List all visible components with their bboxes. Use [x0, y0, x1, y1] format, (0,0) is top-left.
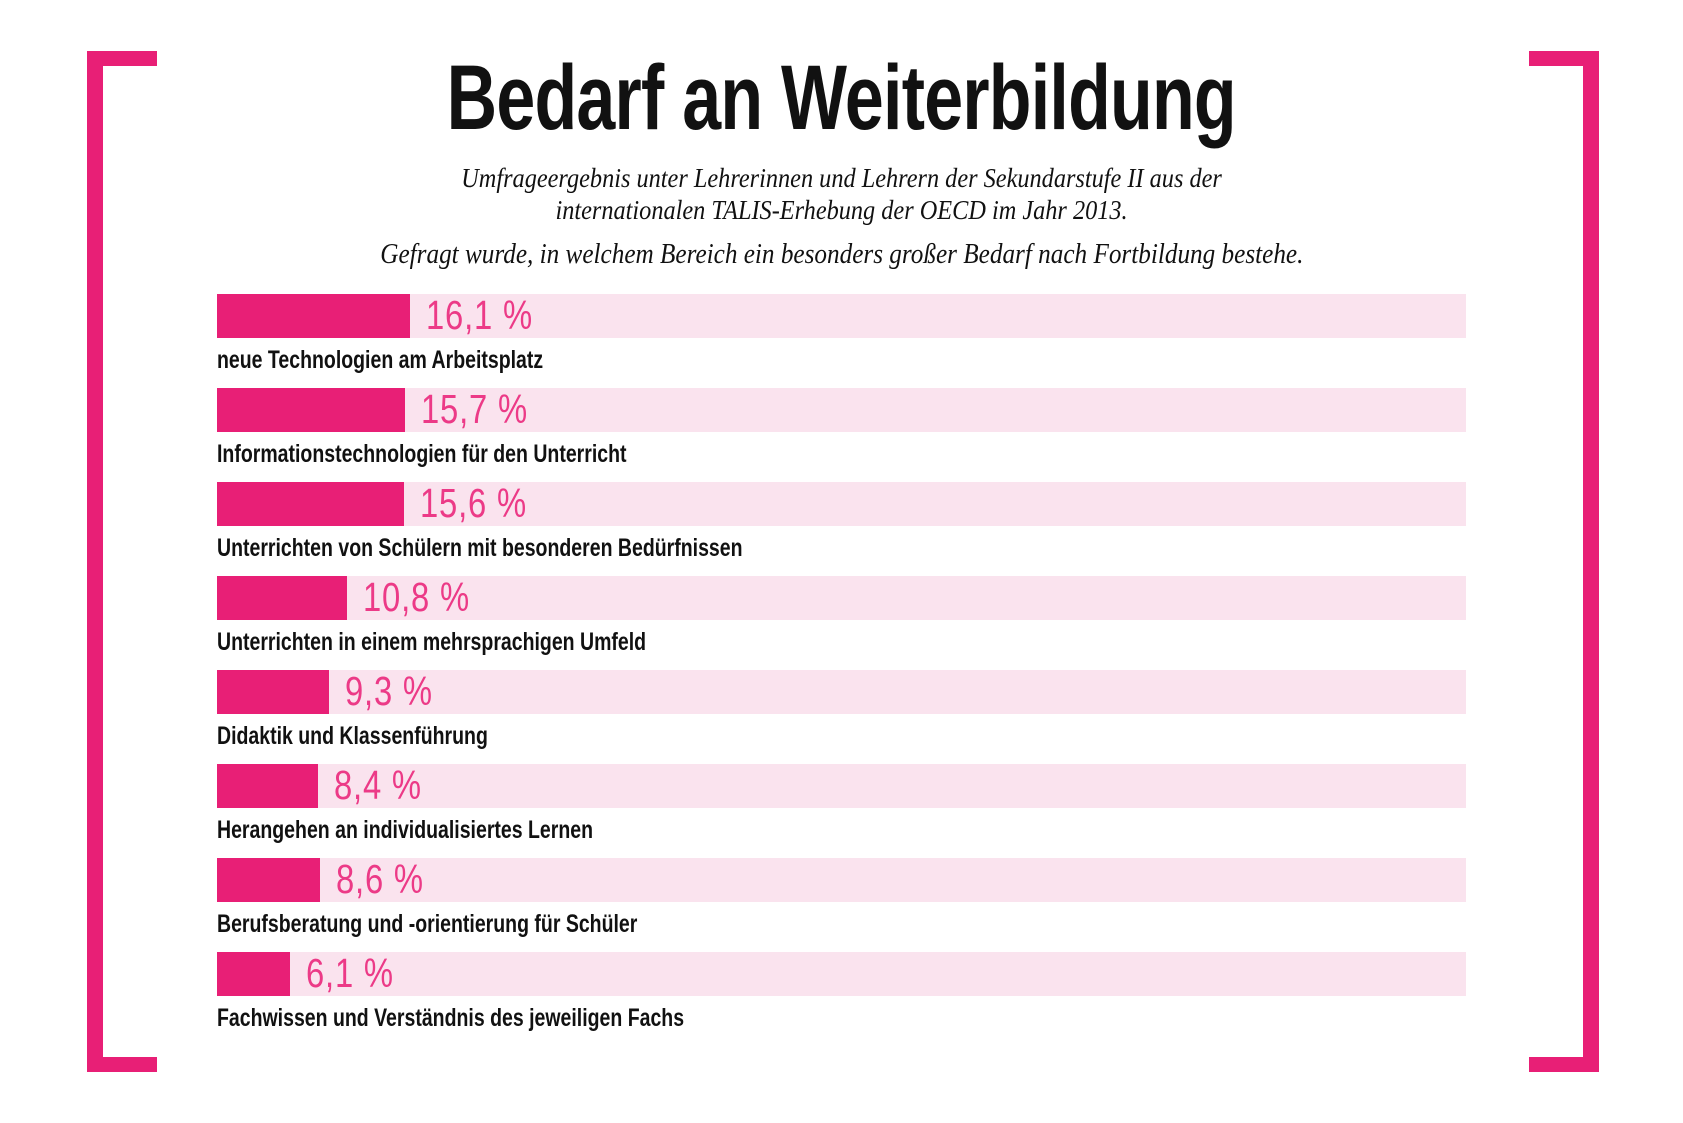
bar-category-label: Fachwissen und Verständnis des jeweilige… [217, 1003, 685, 1032]
bar-value-label: 8,6 % [336, 856, 424, 903]
subtitle-line-2: internationalen TALIS-Erhebung der OECD … [555, 194, 1128, 225]
bar-category-label: neue Technologien am Arbeitsplatz [217, 345, 544, 374]
page-title: Bedarf an Weiterbildung [446, 47, 1237, 149]
chart-row: 8,6 % Berufsberatung und -orientierung fü… [217, 856, 1466, 938]
bar-category-label: Berufsberatung und -orientierung für Sch… [217, 909, 638, 938]
bar-track: 10,8 % [217, 574, 1466, 621]
survey-question-text: Gefragt wurde, in welchem Bereich ein be… [379, 238, 1304, 270]
bar-category-label: Unterrichten von Schülern mit besonderen… [217, 533, 743, 562]
bar-category-label: Herangehen an individualisiertes Lernen [217, 815, 594, 844]
bar-track: 9,3 % [217, 668, 1466, 715]
bar-category-label: Informationstechnologien für den Unterri… [217, 439, 627, 468]
subtitle-line-1: Umfrageergebnis unter Lehrerinnen und Le… [461, 162, 1222, 193]
bar-fill [217, 763, 318, 808]
corner-bracket-right [1529, 51, 1599, 1072]
bar-value-label: 16,1 % [426, 292, 533, 339]
chart-row: 15,7 % Informationstechnologien für den U… [217, 386, 1466, 468]
header: Bedarf an Weiterbildung Umfrageergebnis … [0, 0, 1683, 271]
bar-fill [217, 293, 410, 338]
bar-track: 6,1 % [217, 950, 1466, 997]
bar-track: 16,1 % [217, 292, 1466, 339]
bar-track: 15,6 % [217, 480, 1466, 527]
chart-row: 9,3 % Didaktik und Klassenführung [217, 668, 1466, 750]
bar-value-label: 15,7 % [421, 386, 528, 433]
bar-fill [217, 857, 320, 902]
bar-value-label: 15,6 % [420, 480, 527, 527]
chart-row: 8,4 % Herangehen an individualisiertes Le… [217, 762, 1466, 844]
bar-value-label: 9,3 % [345, 668, 433, 715]
subtitle: Umfrageergebnis unter Lehrerinnen und Le… [0, 162, 1683, 226]
corner-bracket-left [87, 51, 157, 1072]
bar-track: 8,4 % [217, 762, 1466, 809]
bar-value-label: 8,4 % [334, 762, 422, 809]
bar-fill [217, 951, 290, 996]
bar-category-label: Didaktik und Klassenführung [217, 721, 488, 750]
bar-value-label: 10,8 % [363, 574, 470, 621]
bar-fill [217, 575, 347, 620]
chart-row: 16,1 % neue Technologien am Arbeitsplatz [217, 292, 1466, 374]
chart-row: 10,8 % Unterrichten in einem mehrsprachig… [217, 574, 1466, 656]
survey-question: Gefragt wurde, in welchem Bereich ein be… [0, 238, 1683, 271]
bar-track: 8,6 % [217, 856, 1466, 903]
bar-fill [217, 481, 404, 526]
bar-fill [217, 669, 329, 714]
bar-chart: 16,1 % neue Technologien am Arbeitsplatz 1… [217, 292, 1466, 1032]
bar-fill [217, 387, 405, 432]
bar-value-label: 6,1 % [306, 950, 394, 997]
bar-category-label: Unterrichten in einem mehrsprachigen Umf… [217, 627, 647, 656]
chart-row: 6,1 % Fachwissen und Verständnis des jewe… [217, 950, 1466, 1032]
chart-row: 15,6 % Unterrichten von Schülern mit beso… [217, 480, 1466, 562]
bar-track: 15,7 % [217, 386, 1466, 433]
